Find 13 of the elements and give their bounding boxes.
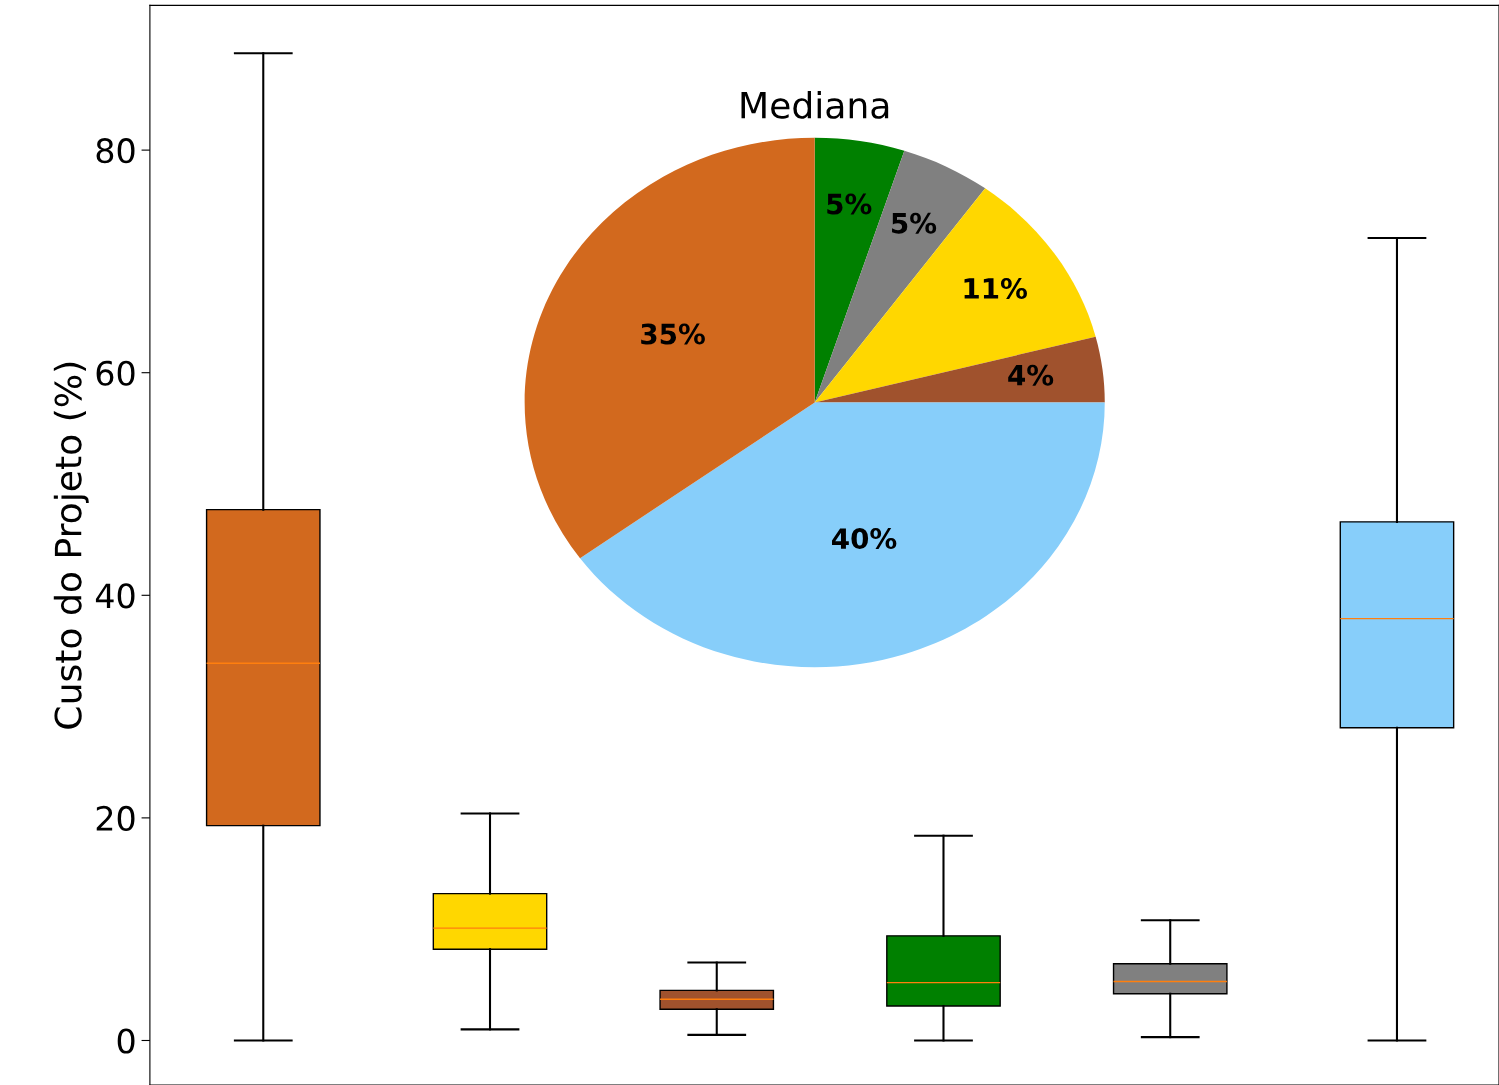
y-axis-title: Custo do Projeto (%): [53, 362, 89, 729]
data-label: 4%: [1008, 364, 1054, 386]
data-label: 40%: [832, 528, 897, 550]
data-label: 35%: [641, 323, 705, 345]
data-label: 5%: [827, 193, 872, 215]
chart-title: Mediana: [741, 90, 889, 119]
y-tick-label: 20: [96, 805, 135, 832]
data-label: 11%: [964, 277, 1027, 299]
y-tick-label: 80: [96, 138, 135, 164]
data-label: 5%: [892, 212, 937, 234]
y-tick-label: 60: [96, 360, 135, 386]
y-tick-label: 0: [117, 1028, 135, 1054]
y-tick-label: 40: [95, 583, 135, 609]
